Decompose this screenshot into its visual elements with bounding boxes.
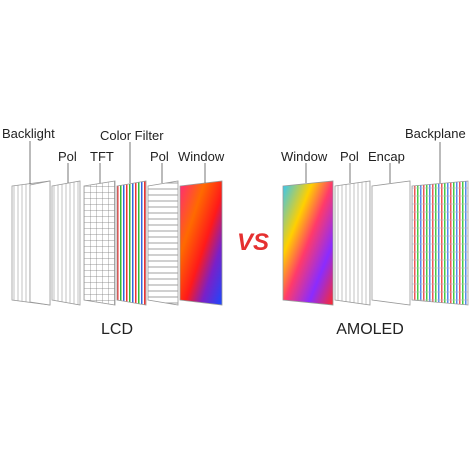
window-panel: [179, 180, 223, 306]
backplane-panel: [411, 180, 469, 306]
layer-label: TFT: [90, 149, 114, 164]
layer-label: Window: [281, 149, 328, 164]
window-panel: [282, 180, 334, 306]
pol-panel: [334, 180, 371, 306]
backlight-face: [29, 180, 51, 306]
amoled-title: AMOLED: [336, 321, 404, 338]
encap-panel: [371, 180, 411, 306]
layer-label: Pol: [340, 149, 359, 164]
vs: VS: [237, 229, 269, 256]
lcd-title: LCD: [101, 321, 133, 338]
pol-panel: [51, 180, 81, 306]
layer-label: Window: [178, 149, 225, 164]
layer-label: Pol: [150, 149, 169, 164]
layer-label: Backplane: [405, 126, 466, 141]
layer-label: Encap: [368, 149, 405, 164]
color-filter-panel: [116, 180, 147, 306]
layer-label: Color Filter: [100, 128, 164, 143]
layer-label: Backlight: [2, 126, 55, 141]
pol-panel: [147, 180, 179, 306]
tft-panel: [83, 180, 116, 306]
layer-label: Pol: [58, 149, 77, 164]
